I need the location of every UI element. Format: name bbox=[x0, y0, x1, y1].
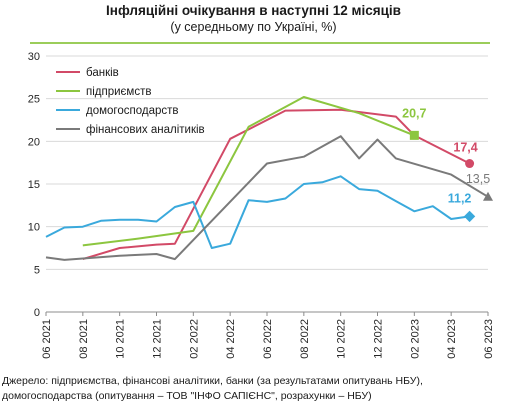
x-axis: 06 2021 08 2021 10 2021 12 2021 02 2022 04 20… bbox=[41, 312, 495, 359]
data-label: 20,7 bbox=[402, 106, 426, 120]
y-tick-label: 15 bbox=[28, 179, 40, 191]
data-label: 17,4 bbox=[453, 141, 477, 155]
x-tick-label: 02 2023 bbox=[409, 319, 421, 359]
x-tick-label: 08 2022 bbox=[299, 319, 311, 359]
legend: банків підприємств домогосподарств фінансов… bbox=[56, 67, 205, 136]
x-tick-label: 06 2022 bbox=[262, 319, 274, 359]
x-tick-label: 04 2022 bbox=[225, 319, 237, 359]
x-tick-label: 04 2023 bbox=[446, 319, 458, 359]
x-tick-label: 10 2021 bbox=[115, 319, 127, 359]
end-marker bbox=[465, 159, 475, 169]
data-label: 13,5 bbox=[466, 172, 490, 186]
series-line bbox=[82, 108, 471, 261]
source-note: Джерело: підприємства, фінансові аналіти… bbox=[2, 374, 507, 404]
y-axis: 0 5 10 15 20 25 30 bbox=[28, 51, 40, 319]
end-marker bbox=[483, 191, 493, 201]
series-lines: 17,4 20,7 11,2 13,5 bbox=[45, 96, 493, 261]
y-tick-label: 30 bbox=[28, 51, 40, 63]
y-tick-label: 20 bbox=[28, 136, 40, 148]
chart-title: Інфляційні очікування в наступні 12 міся… bbox=[106, 3, 401, 18]
end-marker bbox=[463, 210, 476, 223]
x-tick-label: 12 2022 bbox=[373, 319, 385, 359]
chart-subtitle: (у середньому по Україні, %) bbox=[170, 20, 337, 34]
x-tick-label: 12 2021 bbox=[152, 319, 164, 359]
line-chart: 0 5 10 15 20 25 30 06 2021 08 2021 10 2021 12 202… bbox=[28, 51, 495, 359]
legend-label: фінансових аналітиків bbox=[86, 124, 205, 136]
y-tick-label: 25 bbox=[28, 94, 40, 106]
series-line bbox=[45, 175, 470, 249]
legend-label: підприємств bbox=[86, 86, 151, 98]
series-line bbox=[45, 135, 489, 261]
x-tick-label: 10 2022 bbox=[336, 319, 348, 359]
end-marker bbox=[409, 130, 419, 140]
y-tick-label: 5 bbox=[34, 264, 40, 276]
y-tick-label: 0 bbox=[34, 307, 40, 319]
data-label: 11,2 bbox=[448, 191, 472, 205]
legend-label: домогосподарств bbox=[86, 105, 179, 117]
series-line bbox=[82, 96, 415, 247]
x-tick-label: 06 2021 bbox=[41, 319, 53, 359]
x-tick-label: 06 2023 bbox=[483, 319, 495, 359]
x-tick-label: 02 2022 bbox=[188, 319, 200, 359]
title-underline bbox=[30, 42, 490, 44]
x-tick-label: 08 2021 bbox=[78, 319, 90, 359]
source-line-2: домогосподарства (опитування – ТОВ "ІНФО… bbox=[2, 390, 372, 402]
y-tick-label: 10 bbox=[28, 222, 40, 234]
source-line-1: Джерело: підприємства, фінансові аналіти… bbox=[2, 375, 423, 387]
legend-label: банків bbox=[86, 67, 119, 79]
